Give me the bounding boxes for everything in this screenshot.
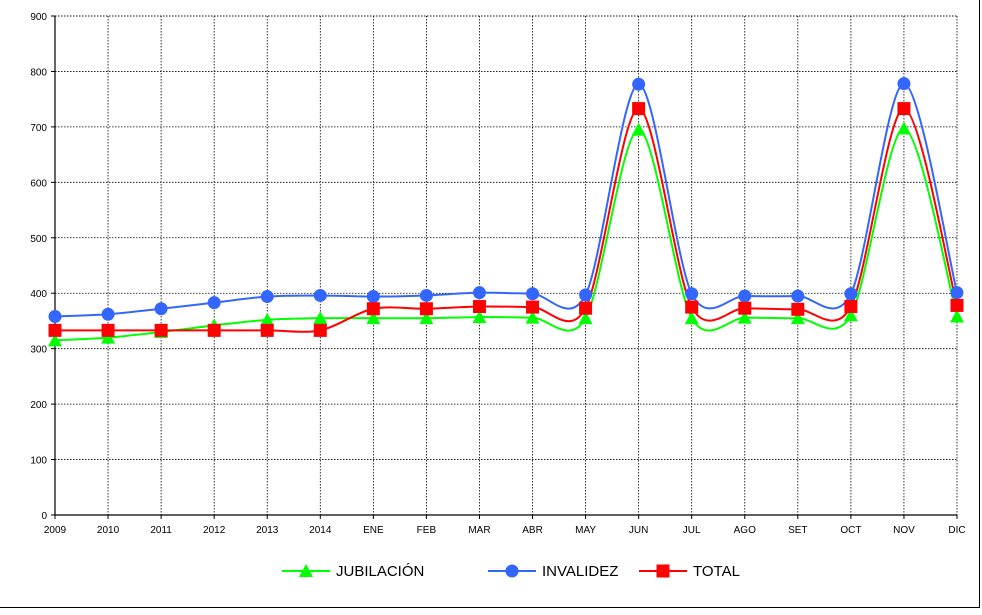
data-point [260, 323, 274, 337]
y-tick-label: 300 [30, 345, 47, 356]
data-point [525, 310, 540, 324]
series-line [54, 107, 958, 333]
series-markers [48, 77, 964, 347]
data-point [101, 323, 115, 337]
legend-marker [299, 564, 313, 577]
data-point [419, 311, 434, 325]
data-point [260, 312, 275, 326]
series-line [54, 127, 958, 342]
x-tick-label: 2012 [203, 525, 226, 536]
data-point [791, 302, 805, 316]
y-tick-label: 200 [30, 400, 47, 411]
series-line [54, 82, 958, 318]
data-point [632, 102, 646, 116]
x-tick-label: DIC [948, 525, 965, 536]
data-point [685, 287, 699, 301]
data-point [844, 287, 858, 301]
x-tick-label: 2010 [97, 525, 120, 536]
y-tick-label: 500 [30, 234, 47, 245]
y-tick-label: 800 [30, 67, 47, 78]
data-point [472, 300, 486, 314]
data-point [632, 77, 646, 91]
axes: 0 100 200 300 400 500 600 700 800 900 2009 2010 2011… [30, 12, 965, 536]
data-point [366, 290, 380, 304]
data-point [579, 301, 593, 315]
legend-label: TOTAL [693, 563, 740, 580]
data-point [526, 300, 540, 314]
x-tick-label: MAY [575, 525, 596, 536]
grid [55, 15, 958, 515]
y-tick-label: 600 [30, 178, 47, 189]
x-tick-label: FEB [417, 525, 437, 536]
x-tick-label: ABR [522, 525, 543, 536]
data-point [897, 77, 911, 91]
x-tick-label: MAR [468, 525, 490, 536]
x-tick-label: JUL [683, 525, 701, 536]
x-tick-label: 2009 [44, 525, 67, 536]
x-tick-label: SET [788, 525, 807, 536]
data-point [897, 102, 911, 116]
data-point [207, 296, 221, 310]
data-point [48, 323, 62, 337]
data-point [154, 302, 168, 316]
data-point [738, 289, 752, 303]
legend-label: JUBILACIÓN [336, 563, 424, 580]
data-point [48, 310, 62, 324]
data-point [313, 288, 327, 302]
data-point [472, 286, 486, 300]
data-point [419, 302, 433, 316]
data-point [950, 298, 964, 312]
y-tick-label: 100 [30, 456, 47, 467]
x-tick-label: 2013 [256, 525, 279, 536]
data-point [472, 310, 487, 324]
x-tick-label: JUN [629, 525, 648, 536]
data-point [578, 311, 593, 325]
data-point [48, 333, 62, 347]
legend: JUBILACIÓN INVALIDEZ TOTAL [282, 563, 740, 580]
x-tick-label: 2011 [150, 525, 172, 536]
x-tick-label: 2014 [309, 525, 332, 536]
data-point [737, 310, 752, 324]
x-tick-label: ENE [363, 525, 384, 536]
data-point [260, 290, 274, 304]
data-point [313, 311, 328, 325]
data-point [526, 287, 540, 301]
legend-label: INVALIDEZ [542, 563, 618, 580]
y-tick-label: 700 [30, 123, 47, 134]
data-point [684, 311, 699, 325]
data-point [844, 300, 858, 314]
data-point [950, 309, 964, 323]
x-tick-label: OCT [840, 525, 861, 536]
data-point [101, 330, 116, 344]
y-tick-label: 900 [30, 12, 47, 23]
data-point [313, 323, 327, 337]
data-point [843, 308, 858, 322]
data-point [631, 122, 646, 136]
data-point [685, 300, 699, 314]
x-tick-label: AGO [734, 525, 756, 536]
data-point [101, 307, 115, 321]
data-point [790, 311, 805, 325]
legend-marker [656, 564, 670, 578]
y-tick-label: 0 [41, 511, 47, 522]
data-point [207, 323, 221, 337]
data-point [738, 301, 752, 315]
data-point [366, 311, 381, 325]
data-point [579, 288, 593, 302]
data-point [950, 286, 964, 300]
data-point [791, 289, 805, 303]
series-lines [54, 82, 958, 342]
legend-marker [505, 564, 519, 578]
data-point [419, 288, 433, 302]
data-point [154, 323, 168, 337]
y-tick-label: 400 [30, 289, 47, 300]
data-point [896, 121, 911, 135]
x-tick-label: NOV [893, 525, 915, 536]
data-point [366, 302, 380, 316]
